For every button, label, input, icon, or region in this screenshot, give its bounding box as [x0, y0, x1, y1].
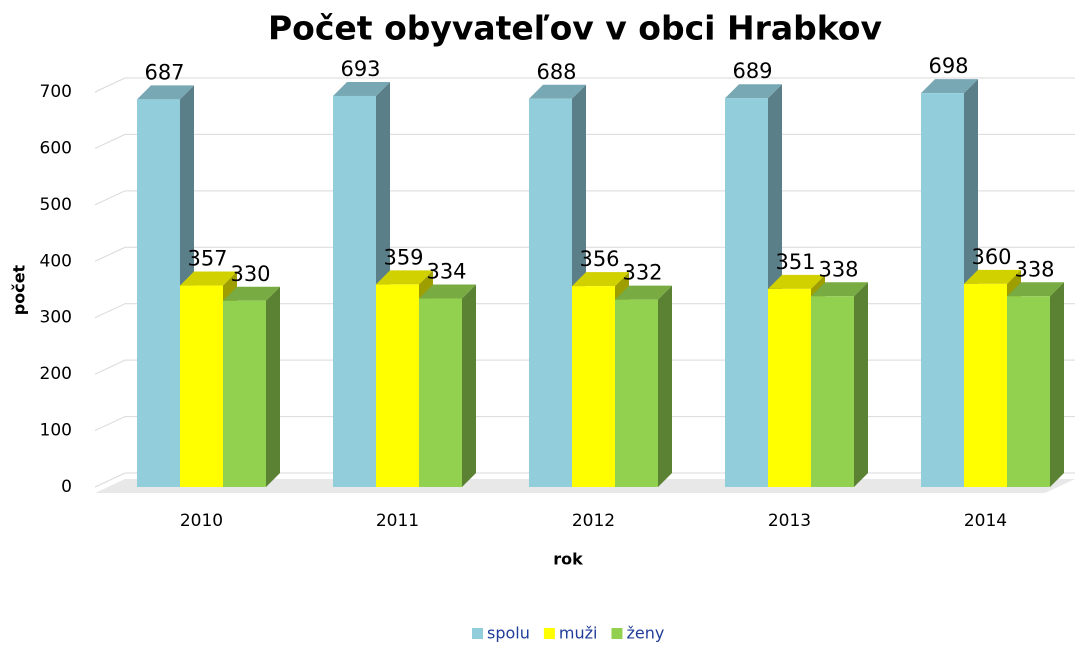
y-tick-label: 100	[40, 421, 72, 441]
data-label: 359	[383, 245, 423, 269]
bar-side	[658, 285, 672, 487]
bar	[572, 286, 615, 487]
x-tick-label: 2010	[180, 511, 223, 531]
data-label: 698	[928, 54, 968, 78]
bar-top	[725, 84, 782, 99]
bar	[376, 284, 419, 487]
bar	[1007, 296, 1050, 487]
y-tick-label: 500	[40, 195, 72, 215]
bar	[811, 296, 854, 487]
bar-top	[572, 272, 629, 287]
bar	[921, 93, 964, 487]
chart-title: Počet obyvateľov v obci Hrabkov	[268, 9, 882, 48]
legend-swatch	[543, 628, 555, 639]
bar	[964, 283, 1007, 487]
legend-label: spolu	[487, 624, 530, 643]
bar-top	[768, 274, 825, 289]
bar-side	[854, 282, 868, 487]
bar	[615, 299, 658, 487]
y-tick-label: 200	[40, 364, 72, 384]
x-tick-label: 2012	[572, 511, 615, 531]
bar	[419, 298, 462, 487]
bar-top	[921, 79, 978, 94]
data-label: 687	[144, 60, 184, 84]
bar-top	[964, 269, 1021, 284]
legend-swatch	[472, 628, 483, 639]
legend-label: ženy	[626, 624, 664, 643]
data-label: 351	[775, 250, 815, 274]
bar	[137, 99, 180, 487]
y-tick-label: 300	[40, 308, 72, 328]
data-label: 689	[732, 59, 772, 83]
data-label: 338	[1014, 257, 1054, 281]
bar	[180, 285, 223, 487]
bar-top	[1007, 282, 1064, 297]
grid-line	[94, 77, 1075, 93]
data-label: 360	[971, 245, 1011, 269]
x-axis-label: rok	[553, 550, 583, 569]
y-axis-label: počet	[10, 264, 29, 315]
x-tick-label: 2014	[964, 511, 1007, 531]
legend-swatch	[611, 628, 623, 639]
x-tick-label: 2013	[768, 511, 811, 531]
bar-top	[376, 270, 433, 285]
bar-top	[419, 284, 476, 299]
y-tick-label: 0	[61, 477, 72, 497]
data-label: 338	[818, 257, 858, 281]
bar	[768, 288, 811, 487]
data-label: 334	[426, 260, 466, 284]
bar-top	[529, 84, 586, 99]
bar	[223, 300, 266, 487]
bar-side	[462, 284, 476, 487]
x-tick-label: 2011	[376, 511, 419, 531]
bar	[333, 95, 376, 487]
bar-side	[266, 286, 280, 487]
bar-top	[180, 271, 237, 286]
bar	[725, 98, 768, 487]
y-tick-label: 700	[40, 82, 72, 102]
y-tick-label: 600	[40, 138, 72, 158]
bar-top	[811, 282, 868, 297]
data-label: 356	[579, 247, 619, 271]
bar-top	[137, 85, 194, 100]
bar-top	[615, 285, 672, 300]
bar-top	[333, 81, 390, 96]
data-label: 357	[187, 247, 227, 271]
data-label: 330	[230, 262, 270, 286]
y-tick-label: 400	[40, 251, 72, 271]
legend-label: muži	[559, 624, 598, 643]
data-label: 693	[340, 57, 380, 81]
bar	[529, 98, 572, 488]
bar-side	[1050, 282, 1064, 487]
data-label: 332	[622, 261, 662, 285]
data-label: 688	[536, 60, 576, 84]
bar-top	[223, 286, 280, 301]
